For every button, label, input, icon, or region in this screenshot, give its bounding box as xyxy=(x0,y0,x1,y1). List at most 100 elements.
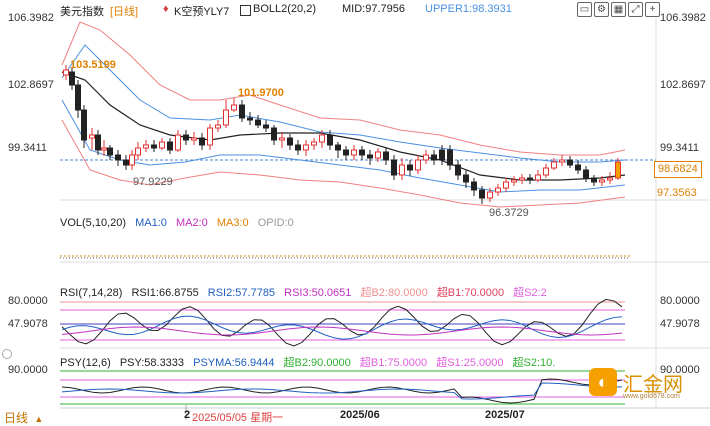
candle-body xyxy=(479,189,485,199)
candle-body xyxy=(263,124,269,129)
window-icon[interactable]: ▭ xyxy=(577,2,592,17)
candle-body xyxy=(247,117,253,121)
psy-b1: 超B1:75.0000 xyxy=(359,357,428,369)
rsi1-value: RSI1:66.8755 xyxy=(131,287,199,299)
price-tick-left-1: 106.3982 xyxy=(8,12,54,24)
candle-body xyxy=(255,119,261,126)
time-label-june: 2025/06 xyxy=(340,409,380,421)
logo-badge-icon: ◐ xyxy=(589,368,617,396)
candle-body xyxy=(567,159,573,166)
psy-s2: 超S2:10. xyxy=(512,357,556,369)
candle-body xyxy=(327,134,333,146)
candle-body xyxy=(351,149,357,156)
time-label-july: 2025/07 xyxy=(485,409,525,421)
candle-body xyxy=(159,141,165,149)
psyma-line xyxy=(61,382,623,400)
candle-body xyxy=(447,149,453,166)
high-annotation-1: 103.5199 xyxy=(70,59,116,71)
rsi-ob1: 超B1:70.0000 xyxy=(436,287,505,299)
vol-ma3: MA3:0 xyxy=(216,217,249,229)
boll-lower-band xyxy=(61,119,626,208)
rsi-name: RSI(7,14,28) xyxy=(60,287,123,299)
price-tick-left-3: 99.3411 xyxy=(8,142,47,154)
boll-icon xyxy=(240,5,251,16)
time-cursor-prefix: 2 xyxy=(184,409,191,421)
candle-body xyxy=(519,177,525,181)
candle-body xyxy=(423,154,429,161)
candle-body xyxy=(135,147,141,156)
site-logo: ◐ 汇金网 www.gold678.com xyxy=(585,366,710,406)
candle-body xyxy=(463,174,469,183)
vol-opid: OPID:0 xyxy=(257,217,294,229)
candle-body xyxy=(183,134,189,141)
candle-body xyxy=(191,137,197,141)
candle-body xyxy=(175,134,181,151)
period-badge[interactable]: [日线] xyxy=(110,6,139,18)
candle-body xyxy=(129,154,135,166)
settings-icon[interactable]: ⚙ xyxy=(594,2,609,17)
candle-body xyxy=(495,187,501,193)
price-tick-left-2: 102.8697 xyxy=(8,79,54,91)
high-annotation-2: 101.9700 xyxy=(238,87,284,99)
candle-body xyxy=(167,141,173,151)
low-annotation-2: 96.3729 xyxy=(489,207,529,219)
candle-body xyxy=(223,109,229,126)
current-price-tag: 98.6824 xyxy=(654,161,702,178)
candle-body xyxy=(367,154,373,159)
mid-label: MID:97.7956 xyxy=(342,3,405,15)
candle-body xyxy=(107,147,113,156)
rsi-tick-right-2: 47.9078 xyxy=(660,318,700,330)
expand-icon[interactable]: ⤢ xyxy=(628,2,643,17)
psyma-value: PSYMA:56.9444 xyxy=(193,357,275,369)
psy-tick-right: 90.0000 xyxy=(660,364,700,376)
vol-ma1: MA1:0 xyxy=(135,217,167,229)
boll-mid-line xyxy=(61,71,626,181)
strategy-icon: ♦ xyxy=(163,3,169,15)
vol-name: VOL(5,10,20) xyxy=(60,217,127,229)
price-tick-right-1: 106.3982 xyxy=(660,12,706,24)
rsi3-line xyxy=(61,326,623,336)
rsi3-value: RSI3:50.0651 xyxy=(284,287,352,299)
rsi-os2: 超S2:2 xyxy=(513,287,547,299)
candle-body xyxy=(431,154,437,161)
candle-body xyxy=(311,141,317,146)
candle-body xyxy=(599,179,605,183)
caret-up-icon: ▲ xyxy=(34,414,44,424)
candle-body xyxy=(391,159,397,176)
candle-body xyxy=(231,104,237,111)
boll-label: BOLL2(20,2) xyxy=(253,3,316,15)
candle-body xyxy=(69,71,75,86)
candle-body xyxy=(63,69,69,76)
candle-body xyxy=(359,149,365,156)
candle-body xyxy=(575,164,581,171)
chart-header: 美元指数 [日线] ♦ K空预YLY7 BOLL2(20,2) MID:97.7… xyxy=(0,0,710,18)
candle-body xyxy=(527,177,533,181)
candle-body xyxy=(199,137,205,146)
candle-body xyxy=(543,167,549,176)
candle-body xyxy=(271,127,277,141)
candle-body xyxy=(503,181,509,189)
psy-title: PSY(12,6) PSY:58.3333 PSYMA:56.9444 超B2:… xyxy=(60,354,561,370)
candle-body xyxy=(551,161,557,169)
vol-title: VOL(5,10,20) MA1:0 MA2:0 MA3:0 OPID:0 xyxy=(60,217,300,229)
logo-text: 汇金网 xyxy=(623,374,683,396)
candle-body xyxy=(81,109,87,141)
period-tab-label: 日线 xyxy=(4,411,29,425)
rsi2-value: RSI2:57.7785 xyxy=(207,287,276,299)
candle-body xyxy=(295,144,301,151)
candle-body xyxy=(583,169,589,179)
vol-ma2: MA2:0 xyxy=(175,217,208,229)
candle-body xyxy=(399,164,405,176)
panel-toggle-icon[interactable] xyxy=(2,349,12,359)
candle-body xyxy=(415,159,421,171)
lower-band-price: 97.3563 xyxy=(657,187,697,199)
candle-body xyxy=(207,127,213,146)
layout-icon[interactable]: ▦ xyxy=(611,2,626,17)
rsi-title: RSI(7,14,28) RSI1:66.8755 RSI2:57.7785 R… xyxy=(60,284,553,300)
plus-icon[interactable]: + xyxy=(645,2,660,17)
candle-body xyxy=(591,177,597,183)
candle-body xyxy=(123,159,129,166)
period-tab[interactable]: 日线 ▲ xyxy=(4,409,43,426)
strategy-label: K空预YLY7 xyxy=(174,6,230,18)
